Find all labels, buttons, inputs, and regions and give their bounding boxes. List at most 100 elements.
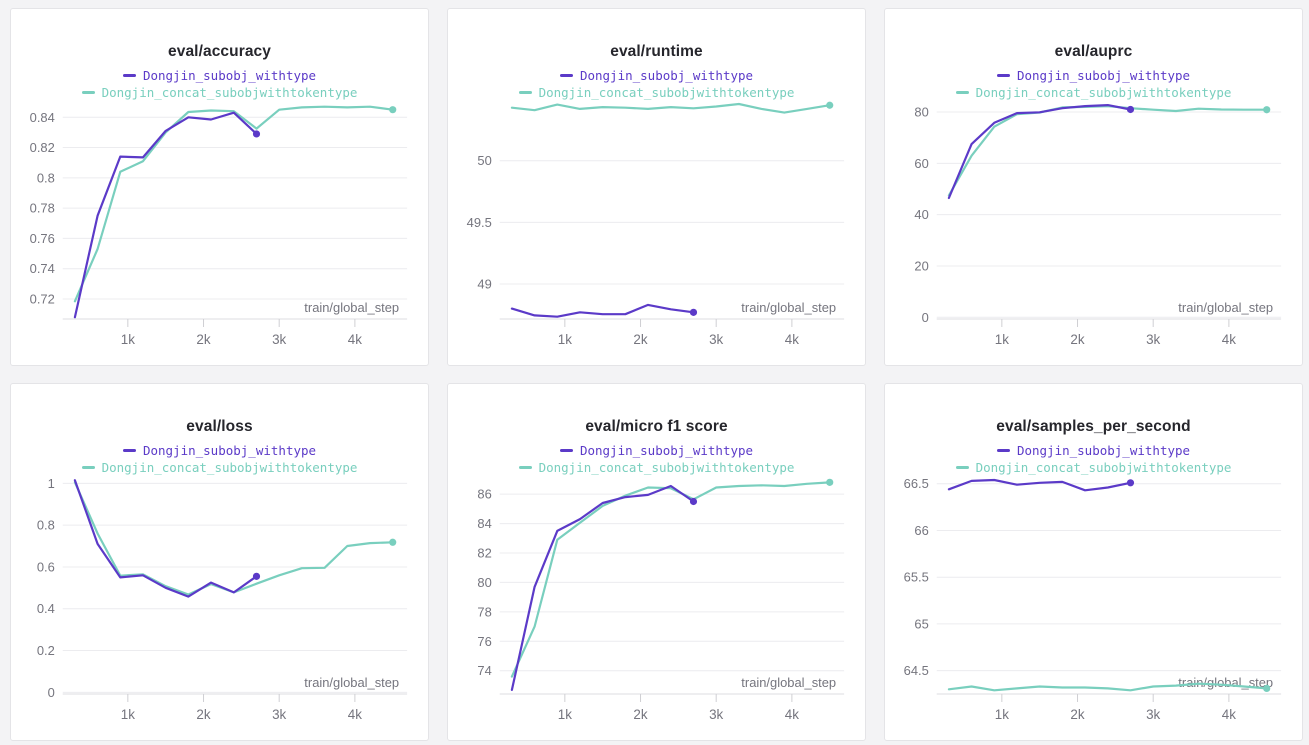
y-axis-tick-label: 20	[914, 258, 928, 273]
x-axis-tick-label: 3k	[709, 332, 723, 347]
x-axis-tick-label: 4k	[348, 707, 362, 722]
y-axis-tick-label: 0.8	[37, 518, 55, 533]
legend-run-item[interactable]: Dongjin_subobj_withtype	[559, 442, 754, 459]
y-axis-tick-label: 82	[477, 545, 491, 560]
series-endpoint-0	[1126, 479, 1135, 487]
y-axis-tick-label: 0.8	[37, 170, 55, 185]
x-axis-tick-label: 4k	[785, 332, 799, 347]
series-endpoint-1	[1263, 684, 1271, 692]
x-axis-label: train/global_step	[1178, 300, 1273, 315]
chart-title: eval/auprc	[1054, 43, 1133, 60]
y-axis-tick-label: 0.82	[30, 140, 55, 155]
series-color-swatch-icon	[122, 74, 136, 77]
legend-run-item[interactable]: Dongjin_concat_subobjwithtokentype	[955, 84, 1232, 101]
series-run-name: Dongjin_subobj_withtype	[142, 68, 317, 83]
series-run-name: Dongjin_concat_subobjwithtokentype	[538, 460, 795, 475]
x-axis-tick-label: 1k	[121, 707, 135, 722]
series-run-name: Dongjin_subobj_withtype	[142, 443, 317, 458]
y-axis-tick-label: 74	[477, 663, 491, 678]
series-color-swatch-icon	[559, 449, 573, 452]
series-run-name: Dongjin_concat_subobjwithtokentype	[975, 85, 1232, 100]
x-axis-tick-label: 1k	[558, 332, 572, 347]
legend-run-item[interactable]: Dongjin_concat_subobjwithtokentype	[81, 459, 358, 476]
chart-panel-eval-accuracy[interactable]: eval/accuracy Dongjin_subobj_withtype Don…	[10, 8, 429, 366]
legend-run-item[interactable]: Dongjin_subobj_withtype	[122, 442, 317, 459]
chart-title: eval/micro f1 score	[585, 418, 728, 435]
y-axis-tick-label: 40	[914, 207, 928, 222]
x-axis-tick-label: 1k	[558, 707, 572, 722]
series-run-name: Dongjin_concat_subobjwithtokentype	[538, 85, 795, 100]
chart-title: eval/accuracy	[168, 43, 271, 60]
series-line-1	[73, 105, 394, 303]
chart-legend: Dongjin_subobj_withtype Dongjin_concat_su…	[11, 67, 428, 101]
y-axis-tick-label: 0.72	[30, 291, 55, 306]
x-axis-tick-label: 1k	[995, 707, 1009, 722]
series-color-swatch-icon	[559, 74, 573, 77]
legend-run-item[interactable]: Dongjin_concat_subobjwithtokentype	[518, 84, 795, 101]
legend-run-item[interactable]: Dongjin_subobj_withtype	[996, 442, 1191, 459]
y-axis-tick-label: 0.78	[30, 201, 55, 216]
x-axis-label: train/global_step	[741, 300, 836, 315]
y-axis-tick-label: 0	[48, 685, 55, 700]
chart-panel-eval-auprc[interactable]: eval/auprc Dongjin_subobj_withtype Dongji…	[884, 8, 1303, 366]
y-axis-tick-label: 76	[477, 634, 491, 649]
y-axis-tick-label: 50	[477, 153, 491, 168]
x-axis-tick-label: 3k	[709, 707, 723, 722]
series-endpoint-1	[826, 478, 834, 486]
series-line-1	[947, 682, 1268, 692]
legend-run-item[interactable]: Dongjin_concat_subobjwithtokentype	[518, 459, 795, 476]
x-axis-tick-label: 4k	[785, 707, 799, 722]
legend-run-item[interactable]: Dongjin_subobj_withtype	[122, 67, 317, 84]
y-axis-tick-label: 0.76	[30, 231, 55, 246]
legend-run-item[interactable]: Dongjin_subobj_withtype	[996, 67, 1190, 84]
series-color-swatch-icon	[518, 466, 532, 469]
series-endpoint-0	[252, 572, 261, 580]
x-axis-tick-label: 2k	[196, 707, 210, 722]
y-axis-tick-label: 0.4	[37, 601, 55, 616]
series-line-1	[510, 481, 831, 678]
legend-run-item[interactable]: Dongjin_subobj_withtype	[559, 67, 754, 84]
series-endpoint-1	[389, 106, 397, 114]
x-axis-tick-label: 4k	[1222, 707, 1236, 722]
chart-legend: Dongjin_subobj_withtype Dongjin_concat_su…	[11, 442, 428, 476]
chart-panel-eval-micro-f1-score[interactable]: eval/micro f1 score Dongjin_subobj_witht…	[447, 383, 866, 741]
chart-panel-eval-runtime[interactable]: eval/runtime Dongjin_subobj_withtype Dong…	[447, 8, 866, 366]
chart-legend: Dongjin_subobj_withtype Dongjin_concat_su…	[448, 442, 865, 476]
series-run-name: Dongjin_subobj_withtype	[1016, 443, 1191, 458]
series-line-0	[510, 303, 695, 318]
x-axis-tick-label: 1k	[121, 332, 135, 347]
y-axis-tick-label: 0	[922, 310, 929, 325]
series-run-name: Dongjin_subobj_withtype	[579, 443, 754, 458]
chart-title: eval/loss	[186, 418, 253, 435]
series-line-0	[73, 479, 258, 598]
legend-run-item[interactable]: Dongjin_concat_subobjwithtokentype	[81, 84, 357, 101]
y-axis-tick-label: 66	[914, 523, 928, 538]
series-run-name: Dongjin_concat_subobjwithtokentype	[101, 460, 358, 475]
chart-legend: Dongjin_subobj_withtype Dongjin_concat_su…	[885, 442, 1302, 476]
x-axis-tick-label: 2k	[1070, 707, 1084, 722]
series-color-swatch-icon	[122, 449, 136, 452]
legend-run-item[interactable]: Dongjin_concat_subobjwithtokentype	[955, 459, 1232, 476]
y-axis-tick-label: 60	[914, 156, 928, 171]
plot-area: 0.72 0.74 0.76 0.78 0.8 0.82 0.84 1k 2k 3k 4k train…	[30, 105, 408, 347]
chart-panel-eval-loss[interactable]: eval/loss Dongjin_subobj_withtype Dongjin…	[10, 383, 429, 741]
series-run-name: Dongjin_subobj_withtype	[579, 68, 754, 83]
x-axis-label: train/global_step	[741, 675, 836, 690]
y-axis-tick-label: 78	[477, 604, 491, 619]
series-endpoint-1	[389, 538, 397, 546]
series-line-1	[947, 104, 1268, 197]
series-endpoint-0	[252, 130, 261, 138]
chart-title: eval/samples_per_second	[996, 418, 1191, 435]
chart-panel-eval-samples-per-second[interactable]: eval/samples_per_second Dongjin_subobj_w…	[884, 383, 1303, 741]
series-line-0	[947, 103, 1132, 200]
x-axis-label: train/global_step	[304, 675, 399, 690]
series-color-swatch-icon	[81, 466, 95, 469]
plot-area: 49 49.5 50 1k 2k 3k 4k train/global_step	[467, 101, 845, 347]
y-axis-tick-label: 0.74	[30, 261, 55, 276]
series-run-name: Dongjin_concat_subobjwithtokentype	[975, 460, 1232, 475]
y-axis-tick-label: 49.5	[467, 215, 492, 230]
series-line-0	[510, 484, 695, 691]
